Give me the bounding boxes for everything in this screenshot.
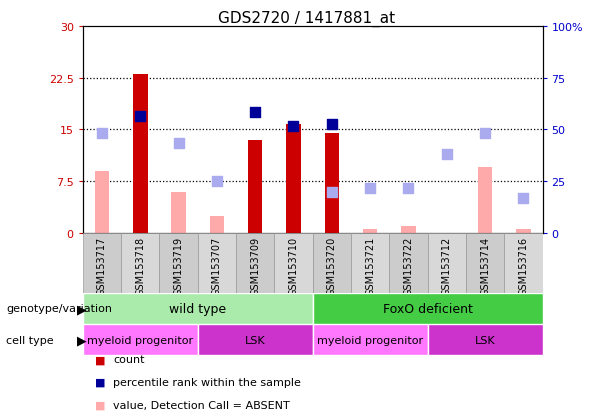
Text: ▶: ▶ [77,333,87,346]
Bar [171,192,186,233]
Text: myeloid progenitor: myeloid progenitor [87,335,193,345]
Bar [83,233,121,293]
Bar [478,168,492,233]
Bar [504,233,543,293]
Text: ■: ■ [95,400,105,410]
Point [135,113,145,120]
Point [97,130,107,137]
Text: ■: ■ [95,354,105,364]
Bar [121,233,159,293]
Text: GSM153712: GSM153712 [442,236,452,295]
Point [365,185,375,192]
Bar [351,233,389,293]
Text: count: count [113,354,145,364]
Text: myeloid progenitor: myeloid progenitor [317,335,423,345]
Point [173,140,183,147]
Text: GSM153722: GSM153722 [403,236,413,296]
Bar [210,216,224,233]
Bar [389,233,428,293]
Point [212,178,222,185]
Bar [428,233,466,293]
Text: GSM153720: GSM153720 [327,236,337,295]
Bar [83,293,313,324]
Text: GDS2720 / 1417881_at: GDS2720 / 1417881_at [218,10,395,26]
Point [289,123,299,130]
Text: wild type: wild type [169,302,226,315]
Bar [324,133,339,233]
Text: ▶: ▶ [77,302,87,315]
Point [327,189,337,195]
Point [519,196,528,202]
Text: GSM153707: GSM153707 [212,236,222,295]
Bar [428,324,543,355]
Text: GSM153716: GSM153716 [519,236,528,295]
Bar [466,233,504,293]
Text: GSM153709: GSM153709 [250,236,260,295]
Text: GSM153714: GSM153714 [480,236,490,295]
Text: GSM153719: GSM153719 [173,236,183,295]
Bar [159,233,197,293]
Bar [275,233,313,293]
Bar [248,140,262,233]
Text: LSK: LSK [474,335,495,345]
Bar [236,233,275,293]
Bar [313,233,351,293]
Bar [313,324,428,355]
Bar [363,230,378,233]
Text: genotype/variation: genotype/variation [6,304,112,314]
Point [250,109,260,116]
Point [480,130,490,137]
Text: LSK: LSK [245,335,265,345]
Text: percentile rank within the sample: percentile rank within the sample [113,377,301,387]
Bar [94,171,109,233]
Text: GSM153718: GSM153718 [135,236,145,295]
Bar [197,233,236,293]
Text: value, Detection Call = ABSENT: value, Detection Call = ABSENT [113,400,290,410]
Point [403,185,413,192]
Bar [133,75,148,233]
Bar [516,230,531,233]
Text: GSM153710: GSM153710 [289,236,299,295]
Text: GSM153721: GSM153721 [365,236,375,295]
Text: GSM153717: GSM153717 [97,236,107,295]
Bar [313,293,543,324]
Point [327,121,337,128]
Text: FoxO deficient: FoxO deficient [383,302,473,315]
Bar [401,226,416,233]
Text: cell type: cell type [6,335,54,345]
Point [442,151,452,157]
Bar [286,125,301,233]
Text: ■: ■ [95,377,105,387]
Bar [83,324,197,355]
Bar [197,324,313,355]
